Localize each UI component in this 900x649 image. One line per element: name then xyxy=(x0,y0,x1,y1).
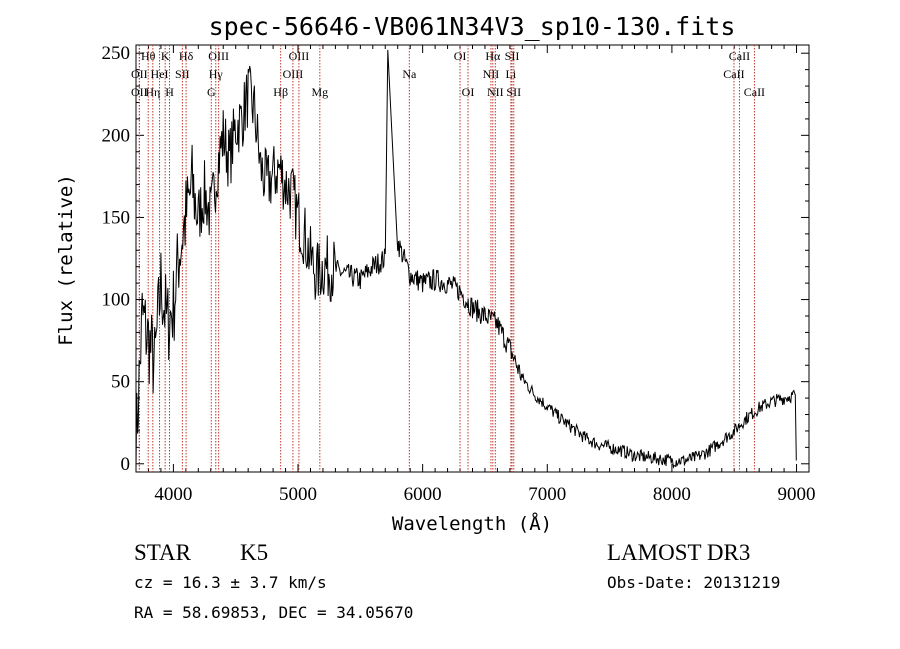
spectral-line-label: OII xyxy=(131,85,148,99)
spectral-line-label: Li xyxy=(506,67,517,81)
x-tick-label: 6000 xyxy=(404,484,442,505)
spectral-line-label: OI xyxy=(462,85,475,99)
spectral-line-label: CaII xyxy=(744,85,765,99)
spectral-line-label: K xyxy=(161,49,170,63)
spectral-line-label: OIII xyxy=(208,49,229,63)
y-axis-label: Flux (relative) xyxy=(55,174,77,346)
spectral-line-label: CaII xyxy=(729,49,750,63)
x-axis: 4000 5000 6000 7000 8000 9000 xyxy=(135,45,816,505)
y-tick-label: 200 xyxy=(102,125,131,146)
y-tick-label: 0 xyxy=(121,454,131,475)
spectral-line-label: Na xyxy=(402,67,417,81)
spectral-line-label: NII xyxy=(487,85,504,99)
spectral-line-label: NII xyxy=(483,67,500,81)
spectral-line-label: HeI xyxy=(151,67,169,81)
survey-name: LAMOST DR3 xyxy=(607,540,750,565)
x-axis-label: Wavelength (Å) xyxy=(392,512,552,535)
x-tick-label: 7000 xyxy=(528,484,566,505)
spectral-line-label: SII xyxy=(505,49,520,63)
spectral-line-label: Mg xyxy=(311,85,328,99)
spectral-line-label: H xyxy=(165,85,174,99)
object-subclass: K5 xyxy=(240,540,268,565)
spectral-line-label: CaII xyxy=(723,67,744,81)
observation-date: Obs-Date: 20131219 xyxy=(607,573,780,592)
x-tick-label: 4000 xyxy=(154,484,192,505)
spectral-line-markers xyxy=(138,45,755,472)
spectral-line-label: SII xyxy=(506,85,521,99)
object-class: STAR xyxy=(134,540,192,565)
x-tick-label: 8000 xyxy=(653,484,691,505)
spectral-line-label: Hα xyxy=(485,49,501,63)
spectral-line-label: OI xyxy=(454,49,467,63)
spectral-line-label: Hδ xyxy=(179,49,194,63)
coordinates: RA = 58.69853, DEC = 34.05670 xyxy=(134,603,413,622)
spectral-line-label: OIII xyxy=(283,67,304,81)
spectral-line-label: OIII xyxy=(289,49,310,63)
spectral-line-label: Hθ xyxy=(141,49,156,63)
y-tick-label: 150 xyxy=(102,207,131,228)
y-tick-label: 250 xyxy=(102,43,131,64)
spectral-line-label: Hγ xyxy=(209,67,224,81)
y-tick-label: 50 xyxy=(111,372,130,393)
flux-series-line xyxy=(135,49,797,469)
plot-frame xyxy=(135,44,810,473)
spectral-line-label: Hβ xyxy=(273,85,288,99)
y-tick-label: 100 xyxy=(102,290,131,311)
x-tick-label: 9000 xyxy=(778,484,816,505)
spectral-line-label: SII xyxy=(175,67,190,81)
y-axis: 0 50 100 150 200 250 xyxy=(102,43,809,475)
spectral-line-label: OII xyxy=(131,67,148,81)
x-tick-label: 5000 xyxy=(279,484,317,505)
spectral-line-label: G xyxy=(207,85,216,99)
redshift-value: cz = 16.3 ± 3.7 km/s xyxy=(134,573,327,592)
chart-title: spec-56646-VB061N34V3_sp10-130.fits xyxy=(209,12,736,41)
spectral-line-label: Hη xyxy=(145,85,160,99)
